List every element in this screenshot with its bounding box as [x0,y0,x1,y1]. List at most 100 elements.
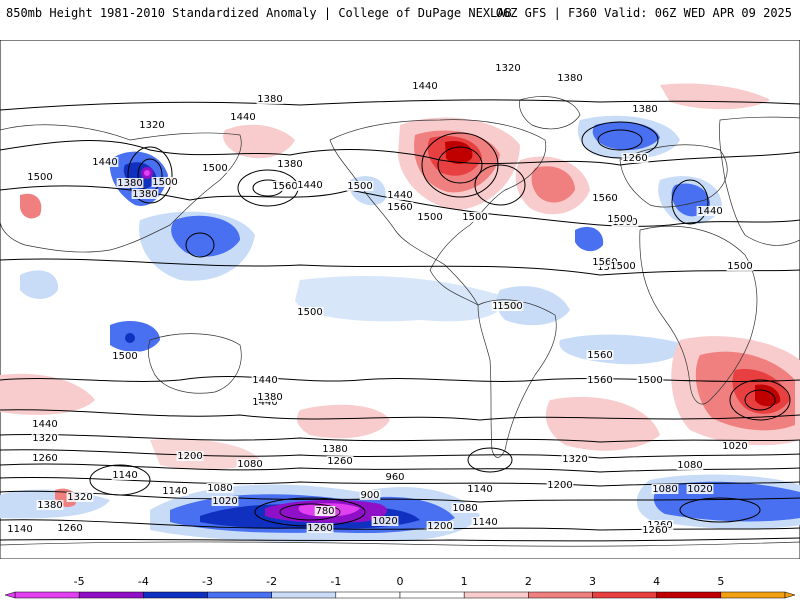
europe-outline [619,144,728,208]
contour-label-bg [426,521,454,531]
contour-label-bg [229,112,257,122]
contour-label: 1560 [387,202,412,213]
contour-label: 1380 [132,189,157,200]
contour-label-bg [211,496,239,506]
asia-east-outline [719,116,800,246]
contour-label: 780 [315,506,334,517]
contour-label-bg [326,456,354,466]
contour-label: 1200 [427,521,452,532]
contour-label: 1020 [722,441,747,452]
contour-label-bg [256,94,284,104]
contour-label: 1500 [347,181,372,192]
south-america-outline [477,299,557,458]
contour-label-bg [91,157,119,167]
contour-label-bg [591,257,619,267]
contour-label-bg [251,375,279,385]
colorbar-min-arrow [4,591,16,599]
contour-label-bg [586,375,614,385]
contour-label-bg [271,181,299,191]
contour-label-bg [131,189,159,199]
colorbar-swatch [399,591,465,599]
contour-label: 1320 [495,63,520,74]
contour-label-bg [384,472,406,482]
contour-label: 1440 [92,157,117,168]
contour-label-bg [721,441,749,451]
contour-label: 1320 [562,454,587,465]
contour-label-bg [606,214,634,224]
colorbar-swatch [463,591,529,599]
contour-label: 1020 [687,484,712,495]
contour-label-bg [26,172,54,182]
asia-outline [0,124,242,253]
contour-label: 1560 [592,193,617,204]
contour-label: 1020 [212,496,237,507]
contour-label-bg [641,525,669,535]
contour-label: 1320 [67,492,92,503]
contour-label-bg [386,202,414,212]
contour-label: 1500 [417,212,442,223]
contour-label: 1440 [32,419,57,430]
contour-label-bg [546,480,574,490]
colorbar-tick-label: -2 [266,575,277,588]
contour-label: 1260 [57,523,82,534]
contour-label: 1380 [322,444,347,455]
contour-label: 1260 [307,523,332,534]
contour-label: 1140 [472,517,497,528]
contour-label-bg [201,163,229,173]
contour-label-bg [651,484,679,494]
contour-label-bg [609,261,637,271]
colorbar-max-arrow [784,591,796,599]
contour-label-bg [176,451,204,461]
contour-label-bg [461,212,489,222]
contour-label: 1260 [642,525,667,536]
colorbar-swatch [78,591,144,599]
contour-label: 1440 [412,81,437,92]
colorbar-tick-label: 2 [525,575,532,588]
contour-label-bg [36,500,64,510]
contour-label: 1080 [452,503,477,514]
colorbar-tick-label: 1 [461,575,468,588]
colorbar-swatch [14,591,80,599]
contour-label-bg [111,470,139,480]
contour-label: 1560 [587,375,612,386]
contour-label: 960 [385,472,404,483]
contour-label: 1500 [637,375,662,386]
contour-label-bg [686,484,714,494]
contour-label-bg [696,206,724,216]
contour-label-bg [416,212,444,222]
contour-label: 1440 [252,375,277,386]
contour-label: 1140 [7,524,32,535]
contour-label: 1200 [177,451,202,462]
contour-label: 1500 [152,177,177,188]
contour-label: 1080 [652,484,677,495]
contour-label: 1500 [112,351,137,362]
contour-label: 1260 [622,153,647,164]
contour-label: 1440 [697,206,722,217]
contour-label-bg [471,517,499,527]
contour-label-bg [636,375,664,385]
contour-label: 1560 [592,257,617,268]
map-title: 850mb Height 1981-2010 Standardized Anom… [6,6,512,20]
contour-label-bg [346,181,374,191]
contour-label: 1500 [610,261,635,272]
contour-label: 1020 [372,516,397,527]
colorbar-tick-label: -5 [74,575,85,588]
contour-label-bg [31,419,59,429]
contour-label: 1380 [117,178,142,189]
continent-outlines [0,96,800,559]
contour-label-bg [111,351,139,361]
contour-label: 1500 [462,212,487,223]
contour-label: 1200 [547,480,572,491]
contour-label: 1500 [27,172,52,183]
contour-label: 1380 [37,500,62,511]
anomaly-colorbar: -5 -4 -3 -2 -1 0 1 2 3 4 5 [4,575,796,599]
contour-label-bg [306,523,334,533]
contour-label: 1380 [557,73,582,84]
contour-label: 1500 [607,214,632,225]
contour-label-bg [296,307,324,317]
contour-label: 1260 [32,453,57,464]
contour-label-bg [161,486,189,496]
model-run-info: 06Z GFS | F360 Valid: 06Z WED APR 09 202… [495,6,792,20]
contour-label-bg [494,63,522,73]
